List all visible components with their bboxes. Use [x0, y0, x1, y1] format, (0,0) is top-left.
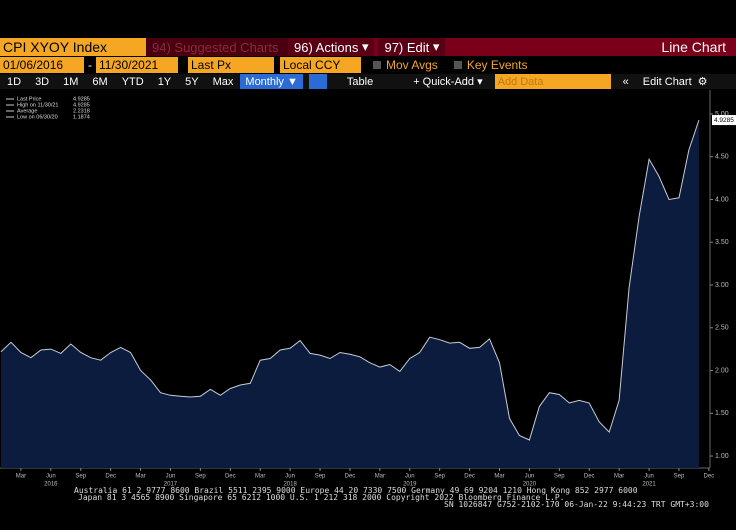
x-tick-label: Mar — [16, 474, 26, 480]
footer-line: Australia 61 2 9777 8600 Brazil 5511 239… — [74, 486, 638, 495]
edit-chart[interactable]: Edit Chart — [642, 75, 692, 88]
x-tick-label: Dec — [225, 474, 236, 480]
range-button[interactable]: 1D — [7, 75, 22, 88]
x-tick-label: Jun — [405, 474, 415, 480]
edit-button[interactable]: 97) Edit ▾ — [378, 38, 446, 56]
x-tick-label: Dec — [105, 474, 116, 480]
x-tick-label: Jun — [644, 474, 654, 480]
legend-label: Last Price — [17, 96, 41, 102]
footer: Australia 61 2 9777 8600 Brazil 5511 239… — [0, 486, 736, 509]
range-bar: 1D 3D 1M 6M YTD 1Y 5Y Max Monthly ▼ Table + Qui… — [0, 74, 736, 89]
ticker-input[interactable]: CPI XYOY Index — [0, 38, 146, 56]
y-tick-label: 4.50 — [715, 154, 729, 161]
x-tick-label: Jun — [525, 474, 535, 480]
period-select[interactable]: Monthly ▼ — [240, 74, 303, 89]
x-tick-label: Mar — [494, 474, 504, 480]
key-events[interactable]: Key Events — [466, 58, 528, 72]
legend-value: 4.9285 — [73, 96, 90, 102]
field-select[interactable]: Last Px — [188, 57, 274, 73]
x-tick-label: Dec — [584, 474, 595, 480]
range-button[interactable]: 6M — [92, 75, 108, 88]
x-tick-label: Sep — [315, 474, 326, 480]
legend-label: Low on 06/30/20 — [17, 114, 58, 120]
range-button[interactable]: 3D — [35, 75, 50, 88]
add-data[interactable]: Add Data — [494, 74, 611, 89]
x-year-label: 2016 — [44, 482, 58, 488]
legend-value: 2.2318 — [73, 108, 90, 114]
dash: - — [88, 58, 92, 72]
x-tick-label: Jun — [46, 474, 56, 480]
x-year-label: 2021 — [642, 482, 656, 488]
date-bar: 01/06/2016 - 11/30/2021 Last Px Local CC… — [0, 57, 736, 73]
currency-select[interactable]: Local CCY — [280, 57, 361, 73]
range-buttons: 1D 3D 1M 6M YTD 1Y 5Y Max — [0, 76, 240, 88]
y-tick-label: 2.00 — [715, 367, 729, 374]
chart: 1.00 1.50 2.00 2.50 3.00 3.50 4.00 4.50 5.00 Mar J… — [0, 90, 736, 488]
x-tick-label: Sep — [195, 474, 206, 480]
mov-avgs[interactable]: Mov Avgs — [386, 58, 438, 72]
table-button[interactable]: Table — [346, 75, 374, 88]
x-tick-label: Sep — [434, 474, 445, 480]
x-year-label: 2019 — [403, 482, 417, 488]
legend-label: High on 11/30/21 — [17, 102, 59, 108]
y-tick-label: 4.00 — [715, 196, 729, 203]
y-tick-label: 1.00 — [715, 453, 729, 460]
range-button[interactable]: Max — [212, 75, 234, 88]
x-tick-label: Jun — [285, 474, 295, 480]
y-tick-label: 3.00 — [715, 282, 729, 289]
x-tick-label: Dec — [345, 474, 356, 480]
chart-kind: Line Chart — [661, 39, 726, 55]
range-button[interactable]: YTD — [121, 75, 144, 88]
legend-label: Average — [17, 108, 37, 114]
x-year-label: 2020 — [523, 482, 537, 488]
x-tick-label: Jun — [166, 474, 176, 480]
suggested-button[interactable]: 94) Suggested Charts — [146, 38, 288, 56]
last-price-box — [712, 115, 736, 126]
x-tick-label: Mar — [135, 474, 145, 480]
x-year-label: 2018 — [283, 482, 297, 488]
x-tick-label: Mar — [255, 474, 265, 480]
range-button[interactable]: 1Y — [157, 75, 172, 88]
x-year-label: 2017 — [164, 482, 178, 488]
y-tick-label: 3.50 — [715, 239, 729, 246]
chart-icon[interactable] — [308, 74, 327, 89]
actions-button[interactable]: 96) Actions ▾ — [288, 38, 375, 56]
start-date[interactable]: 01/06/2016 — [0, 57, 84, 73]
actions-label: 96) Actions — [294, 39, 359, 55]
period-label: Monthly — [245, 75, 284, 88]
y-tick-label: 5.00 — [715, 111, 729, 118]
edit-label: 97) Edit — [384, 39, 430, 55]
last-price-label: 4.9285 — [714, 117, 734, 124]
x-tick-label: Mar — [614, 474, 624, 480]
checkbox[interactable] — [373, 61, 381, 69]
command-bar: CPI XYOY Index 94) Suggested Charts 96) … — [0, 38, 736, 56]
y-tick-label: 1.50 — [715, 410, 729, 417]
line — [0, 119, 700, 441]
x-tick-label: Sep — [75, 474, 86, 480]
legend-value: 4.9285 — [73, 102, 90, 108]
x-tick-label: Mar — [375, 474, 385, 480]
x-tick-label: Sep — [674, 474, 685, 480]
range-button[interactable]: 5Y — [185, 75, 199, 88]
checkbox[interactable] — [453, 61, 462, 69]
legend-value: 1.1874 — [73, 114, 90, 120]
footer-line: Japan 81 3 4565 8900 Singapore 65 6212 1… — [78, 493, 565, 502]
end-date[interactable]: 11/30/2021 — [96, 57, 178, 73]
quick-add[interactable]: + Quick-Add — [413, 75, 475, 88]
footer-line: SN 1026847 G752-2102-170 06-Jan-22 9:44:… — [444, 500, 709, 509]
range-button[interactable]: 1M — [63, 75, 79, 88]
x-tick-label: Dec — [704, 474, 715, 480]
y-tick-label: 2.50 — [715, 325, 729, 332]
x-tick-label: Sep — [554, 474, 565, 480]
x-tick-label: Dec — [464, 474, 475, 480]
area — [1, 120, 699, 468]
